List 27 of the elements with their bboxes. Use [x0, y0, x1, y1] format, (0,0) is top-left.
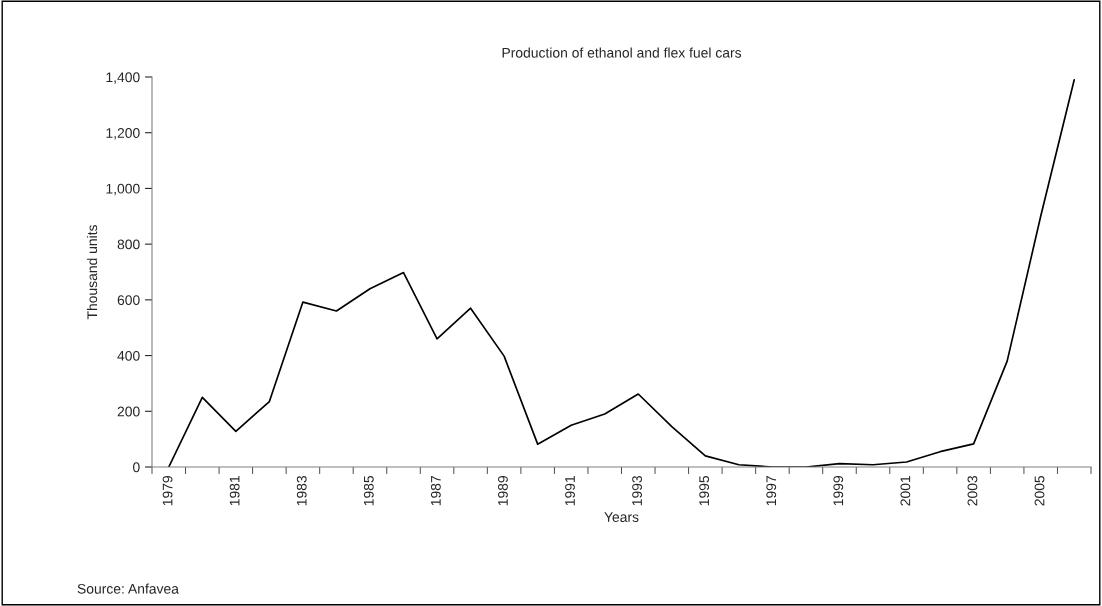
x-tick-label: 1987 — [430, 476, 441, 506]
x-tick-label: 1995 — [699, 475, 710, 506]
y-tick-label: 200 — [117, 406, 140, 417]
y-tick-label: 1,400 — [106, 72, 140, 84]
x-axis-title: Years — [604, 512, 639, 522]
x-tick-label: 2001 — [900, 476, 911, 506]
y-tick-label: 1,200 — [106, 128, 140, 140]
x-tick-label: 1999 — [833, 475, 844, 506]
x-tick-label: 1997 — [766, 476, 777, 506]
source-note: Source: Anfavea — [77, 583, 179, 594]
y-tick-label: 0 — [133, 462, 140, 473]
y-tick-label: 1,000 — [106, 183, 140, 196]
line-series — [167, 78, 1076, 467]
chart-title: Production of ethanol and flex fuel cars — [502, 47, 742, 58]
x-tick-label: 2003 — [967, 475, 978, 506]
y-tick-label: 600 — [117, 295, 140, 306]
y-tick-label: 400 — [117, 350, 140, 361]
y-axis-title: Thousand units — [86, 225, 98, 320]
x-tick-label: 1979 — [162, 475, 173, 506]
x-tick-label: 1981 — [229, 476, 240, 506]
x-tick-label: 2005 — [1034, 475, 1045, 506]
x-tick-label: 1991 — [565, 476, 575, 506]
x-tick-label: 1993 — [632, 475, 642, 506]
y-tick-label: 800 — [117, 239, 140, 250]
x-tick-label: 1983 — [296, 475, 307, 506]
x-tick-label: 1989 — [498, 475, 508, 506]
x-tick-label: 1985 — [363, 475, 374, 506]
